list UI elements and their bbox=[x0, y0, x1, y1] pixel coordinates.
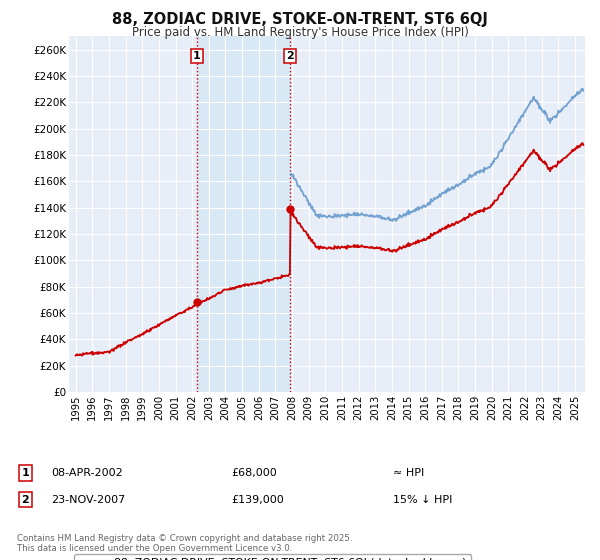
Text: £68,000: £68,000 bbox=[231, 468, 277, 478]
Text: 08-APR-2002: 08-APR-2002 bbox=[51, 468, 123, 478]
Text: 1: 1 bbox=[22, 468, 29, 478]
Legend: 88, ZODIAC DRIVE, STOKE-ON-TRENT, ST6 6QJ (detached house), HPI: Average price, : 88, ZODIAC DRIVE, STOKE-ON-TRENT, ST6 6Q… bbox=[74, 554, 471, 560]
Text: 2: 2 bbox=[22, 494, 29, 505]
Bar bbox=[197, 36, 290, 392]
Text: 2: 2 bbox=[287, 51, 294, 61]
Text: Price paid vs. HM Land Registry's House Price Index (HPI): Price paid vs. HM Land Registry's House … bbox=[131, 26, 469, 39]
Text: ≈ HPI: ≈ HPI bbox=[393, 468, 424, 478]
Text: 1: 1 bbox=[193, 51, 200, 61]
Text: £139,000: £139,000 bbox=[231, 494, 284, 505]
Text: 23-NOV-2007: 23-NOV-2007 bbox=[51, 494, 125, 505]
Text: Contains HM Land Registry data © Crown copyright and database right 2025.
This d: Contains HM Land Registry data © Crown c… bbox=[17, 534, 352, 553]
Text: 15% ↓ HPI: 15% ↓ HPI bbox=[393, 494, 452, 505]
Text: 88, ZODIAC DRIVE, STOKE-ON-TRENT, ST6 6QJ: 88, ZODIAC DRIVE, STOKE-ON-TRENT, ST6 6Q… bbox=[112, 12, 488, 27]
